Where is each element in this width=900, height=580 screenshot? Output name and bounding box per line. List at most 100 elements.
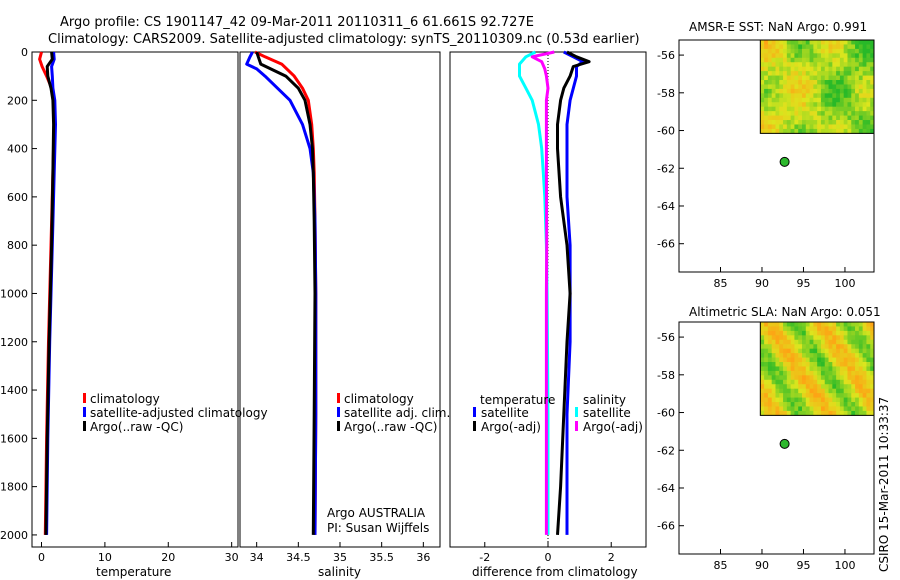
heatmap-cell: [828, 111, 833, 116]
heatmap-cell: [794, 397, 799, 403]
heatmap-cell: [817, 375, 822, 381]
heatmap-cell: [760, 339, 765, 345]
heatmap-cell: [809, 397, 814, 403]
heatmap-cell: [839, 339, 845, 345]
heatmap-cell: [820, 410, 826, 416]
heatmap-cell: [836, 53, 841, 59]
heatmap-cell: [779, 84, 784, 90]
heatmap-cell: [855, 66, 860, 72]
heatmap-cell: [836, 322, 841, 327]
heatmap-cell: [798, 66, 803, 72]
heatmap-cell: [817, 111, 822, 116]
heatmap-cell: [802, 44, 807, 50]
heatmap-cell: [855, 393, 860, 398]
heatmap-cell: [824, 88, 829, 94]
heatmap-cell: [870, 410, 875, 416]
heatmap-cell: [790, 84, 795, 90]
heatmap-cell: [817, 44, 822, 50]
heatmap-cell: [775, 322, 780, 327]
heatmap-cell: [809, 375, 814, 381]
heatmap-cell: [809, 106, 814, 112]
heatmap-cell: [847, 326, 852, 332]
heatmap-cell: [771, 80, 776, 85]
heatmap-cell: [824, 57, 829, 63]
heatmap-cell: [836, 48, 841, 54]
heatmap-cell: [855, 330, 860, 336]
heatmap-cell: [764, 348, 769, 354]
heatmap-cell: [843, 379, 848, 385]
heatmap-cell: [802, 384, 807, 390]
heatmap-cell: [839, 344, 845, 350]
heatmap-cell: [790, 402, 795, 407]
heatmap-cell: [809, 406, 814, 412]
heatmap-cell: [783, 75, 788, 81]
heatmap-cell: [802, 406, 807, 412]
heatmap-cell: [866, 366, 871, 372]
heatmap-cell: [855, 44, 860, 50]
heatmap-cell: [824, 348, 829, 354]
heatmap-cell: [809, 384, 814, 390]
heatmap-cell: [828, 370, 833, 376]
heatmap-cell: [866, 330, 871, 336]
heatmap-cell: [798, 88, 803, 94]
heatmap-cell: [870, 406, 875, 412]
heatmap-cell: [847, 357, 852, 363]
heatmap-cell: [786, 93, 792, 99]
heatmap-cell: [828, 388, 833, 394]
heatmap-cell: [817, 339, 822, 345]
heatmap-cell: [760, 388, 765, 394]
heatmap-cell: [790, 339, 795, 345]
lat-tick-label: -60: [657, 407, 675, 420]
heatmap-cell: [832, 75, 837, 81]
heatmap-cell: [813, 353, 818, 358]
heatmap-cell: [847, 97, 852, 103]
heatmap-cell: [760, 128, 765, 134]
heatmap-cell: [839, 53, 845, 59]
heatmap-cell: [779, 53, 784, 59]
heatmap-cell: [836, 66, 841, 72]
heatmap-cell: [862, 388, 867, 394]
heatmap-cell: [858, 97, 864, 103]
heatmap-cell: [760, 88, 765, 94]
heatmap-cell: [828, 48, 833, 54]
heatmap-cell: [786, 62, 792, 68]
heatmap-cell: [828, 348, 833, 354]
heatmap-cell: [775, 353, 780, 358]
heatmap-cell: [839, 124, 845, 130]
heatmap-cell: [847, 44, 852, 50]
heatmap-cell: [805, 402, 810, 407]
heatmap-cell: [843, 128, 848, 134]
heatmap-cell: [817, 344, 822, 350]
heatmap-cell: [843, 326, 848, 332]
heatmap-cell: [839, 410, 845, 416]
heatmap-cell: [836, 102, 841, 108]
heatmap-cell: [779, 48, 784, 54]
heatmap-cell: [828, 128, 833, 134]
heatmap-cell: [794, 80, 799, 85]
heatmap-cell: [760, 326, 765, 332]
heatmap-cell: [817, 66, 822, 72]
heatmap-cell: [858, 57, 864, 63]
heatmap-cell: [817, 362, 822, 367]
heatmap-cell: [851, 102, 856, 108]
heatmap-cell: [786, 57, 792, 63]
heatmap-cell: [805, 44, 810, 50]
heatmap-cell: [820, 402, 826, 407]
heatmap-cell: [813, 402, 818, 407]
difference-panel: -2 0 2 difference from climatology tempera…: [449, 50, 647, 579]
heatmap-cell: [817, 48, 822, 54]
heatmap-cell: [802, 71, 807, 76]
heatmap-cell: [820, 84, 826, 90]
heatmap-cell: [783, 379, 788, 385]
heatmap-cell: [794, 410, 799, 416]
heatmap-cell: [805, 384, 810, 390]
heatmap-cell: [783, 322, 788, 327]
heatmap-cell: [771, 106, 776, 112]
heatmap-cell: [760, 375, 765, 381]
heatmap-cell: [824, 75, 829, 81]
legend-swatch-climatology: [337, 393, 340, 403]
heatmap-cell: [858, 344, 864, 350]
heatmap-cell: [858, 326, 864, 332]
heatmap-cell: [832, 66, 837, 72]
salinity-series: [245, 50, 318, 535]
